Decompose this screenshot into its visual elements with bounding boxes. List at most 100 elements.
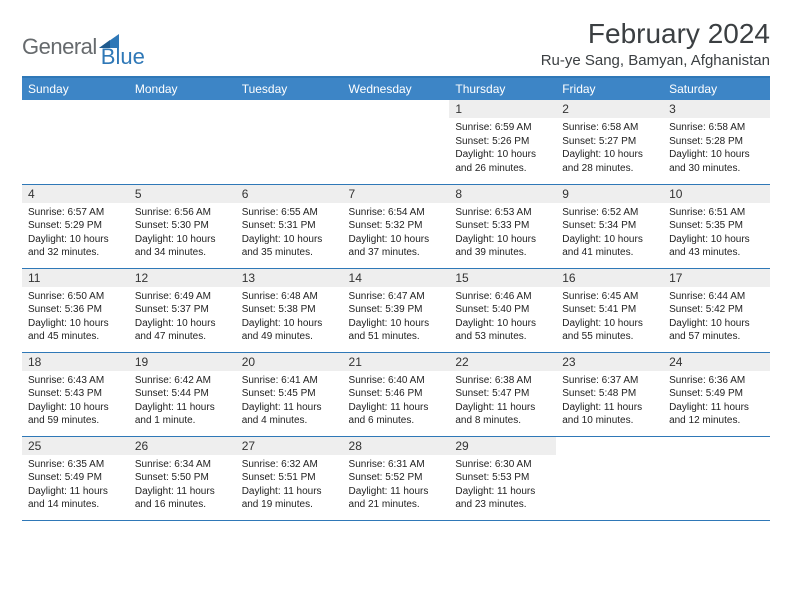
day-number: 11 [22, 269, 129, 287]
day-number: 24 [663, 353, 770, 371]
day-details: Sunrise: 6:50 AMSunset: 5:36 PMDaylight:… [22, 287, 129, 348]
calendar-week-row: 25Sunrise: 6:35 AMSunset: 5:49 PMDayligh… [22, 436, 770, 520]
calendar-cell: .. [663, 436, 770, 520]
day-details: Sunrise: 6:48 AMSunset: 5:38 PMDaylight:… [236, 287, 343, 348]
calendar-cell: 9Sunrise: 6:52 AMSunset: 5:34 PMDaylight… [556, 184, 663, 268]
day-details: Sunrise: 6:37 AMSunset: 5:48 PMDaylight:… [556, 371, 663, 432]
weekday-header: Monday [129, 77, 236, 100]
calendar-cell: 5Sunrise: 6:56 AMSunset: 5:30 PMDaylight… [129, 184, 236, 268]
day-details: Sunrise: 6:43 AMSunset: 5:43 PMDaylight:… [22, 371, 129, 432]
calendar-cell: 8Sunrise: 6:53 AMSunset: 5:33 PMDaylight… [449, 184, 556, 268]
weekday-header: Tuesday [236, 77, 343, 100]
calendar-cell: 27Sunrise: 6:32 AMSunset: 5:51 PMDayligh… [236, 436, 343, 520]
month-title: February 2024 [541, 18, 770, 50]
day-details: Sunrise: 6:58 AMSunset: 5:27 PMDaylight:… [556, 118, 663, 179]
calendar-cell: 15Sunrise: 6:46 AMSunset: 5:40 PMDayligh… [449, 268, 556, 352]
day-details: Sunrise: 6:30 AMSunset: 5:53 PMDaylight:… [449, 455, 556, 516]
day-number: 22 [449, 353, 556, 371]
calendar-cell: 22Sunrise: 6:38 AMSunset: 5:47 PMDayligh… [449, 352, 556, 436]
calendar-cell: .. [236, 100, 343, 184]
day-number: 1 [449, 100, 556, 118]
calendar-cell: 25Sunrise: 6:35 AMSunset: 5:49 PMDayligh… [22, 436, 129, 520]
day-number: 21 [343, 353, 450, 371]
calendar-cell: 23Sunrise: 6:37 AMSunset: 5:48 PMDayligh… [556, 352, 663, 436]
calendar-cell: 14Sunrise: 6:47 AMSunset: 5:39 PMDayligh… [343, 268, 450, 352]
day-details: Sunrise: 6:38 AMSunset: 5:47 PMDaylight:… [449, 371, 556, 432]
day-number: 20 [236, 353, 343, 371]
calendar-cell: 4Sunrise: 6:57 AMSunset: 5:29 PMDaylight… [22, 184, 129, 268]
day-details: Sunrise: 6:59 AMSunset: 5:26 PMDaylight:… [449, 118, 556, 179]
calendar-cell: 17Sunrise: 6:44 AMSunset: 5:42 PMDayligh… [663, 268, 770, 352]
day-details: Sunrise: 6:53 AMSunset: 5:33 PMDaylight:… [449, 203, 556, 264]
location-text: Ru-ye Sang, Bamyan, Afghanistan [541, 52, 770, 69]
calendar-body: ........1Sunrise: 6:59 AMSunset: 5:26 PM… [22, 100, 770, 520]
calendar-week-row: 11Sunrise: 6:50 AMSunset: 5:36 PMDayligh… [22, 268, 770, 352]
day-number: 5 [129, 185, 236, 203]
weekday-header: Sunday [22, 77, 129, 100]
day-number: 16 [556, 269, 663, 287]
calendar-cell: 18Sunrise: 6:43 AMSunset: 5:43 PMDayligh… [22, 352, 129, 436]
day-details: Sunrise: 6:42 AMSunset: 5:44 PMDaylight:… [129, 371, 236, 432]
calendar-cell: 11Sunrise: 6:50 AMSunset: 5:36 PMDayligh… [22, 268, 129, 352]
day-number: 3 [663, 100, 770, 118]
title-block: February 2024 Ru-ye Sang, Bamyan, Afghan… [541, 18, 770, 69]
calendar-cell: 24Sunrise: 6:36 AMSunset: 5:49 PMDayligh… [663, 352, 770, 436]
calendar-cell: .. [129, 100, 236, 184]
day-details: Sunrise: 6:54 AMSunset: 5:32 PMDaylight:… [343, 203, 450, 264]
calendar-cell: 20Sunrise: 6:41 AMSunset: 5:45 PMDayligh… [236, 352, 343, 436]
day-number: 13 [236, 269, 343, 287]
day-details: Sunrise: 6:56 AMSunset: 5:30 PMDaylight:… [129, 203, 236, 264]
calendar-week-row: ........1Sunrise: 6:59 AMSunset: 5:26 PM… [22, 100, 770, 184]
day-number: 9 [556, 185, 663, 203]
day-number: 18 [22, 353, 129, 371]
day-details: Sunrise: 6:51 AMSunset: 5:35 PMDaylight:… [663, 203, 770, 264]
calendar-cell: 19Sunrise: 6:42 AMSunset: 5:44 PMDayligh… [129, 352, 236, 436]
calendar-page: General Blue February 2024 Ru-ye Sang, B… [0, 0, 792, 539]
day-number: 7 [343, 185, 450, 203]
day-number: 15 [449, 269, 556, 287]
calendar-week-row: 4Sunrise: 6:57 AMSunset: 5:29 PMDaylight… [22, 184, 770, 268]
calendar-week-row: 18Sunrise: 6:43 AMSunset: 5:43 PMDayligh… [22, 352, 770, 436]
calendar-cell: 16Sunrise: 6:45 AMSunset: 5:41 PMDayligh… [556, 268, 663, 352]
weekday-header: Friday [556, 77, 663, 100]
calendar-cell: 1Sunrise: 6:59 AMSunset: 5:26 PMDaylight… [449, 100, 556, 184]
calendar-cell: 12Sunrise: 6:49 AMSunset: 5:37 PMDayligh… [129, 268, 236, 352]
calendar-cell: 13Sunrise: 6:48 AMSunset: 5:38 PMDayligh… [236, 268, 343, 352]
day-number: 23 [556, 353, 663, 371]
calendar-cell: 3Sunrise: 6:58 AMSunset: 5:28 PMDaylight… [663, 100, 770, 184]
calendar-cell: .. [343, 100, 450, 184]
day-number: 10 [663, 185, 770, 203]
day-details: Sunrise: 6:31 AMSunset: 5:52 PMDaylight:… [343, 455, 450, 516]
day-details: Sunrise: 6:44 AMSunset: 5:42 PMDaylight:… [663, 287, 770, 348]
calendar-cell: 6Sunrise: 6:55 AMSunset: 5:31 PMDaylight… [236, 184, 343, 268]
calendar-cell: 7Sunrise: 6:54 AMSunset: 5:32 PMDaylight… [343, 184, 450, 268]
calendar-cell: 26Sunrise: 6:34 AMSunset: 5:50 PMDayligh… [129, 436, 236, 520]
day-details: Sunrise: 6:41 AMSunset: 5:45 PMDaylight:… [236, 371, 343, 432]
day-details: Sunrise: 6:34 AMSunset: 5:50 PMDaylight:… [129, 455, 236, 516]
brand-blue: Blue [101, 44, 145, 70]
day-details: Sunrise: 6:47 AMSunset: 5:39 PMDaylight:… [343, 287, 450, 348]
day-details: Sunrise: 6:40 AMSunset: 5:46 PMDaylight:… [343, 371, 450, 432]
day-number: 26 [129, 437, 236, 455]
calendar-cell: 21Sunrise: 6:40 AMSunset: 5:46 PMDayligh… [343, 352, 450, 436]
day-details: Sunrise: 6:35 AMSunset: 5:49 PMDaylight:… [22, 455, 129, 516]
calendar-cell: 10Sunrise: 6:51 AMSunset: 5:35 PMDayligh… [663, 184, 770, 268]
day-number: 27 [236, 437, 343, 455]
brand-general: General [22, 34, 97, 60]
calendar-cell: 28Sunrise: 6:31 AMSunset: 5:52 PMDayligh… [343, 436, 450, 520]
calendar-table: SundayMondayTuesdayWednesdayThursdayFrid… [22, 76, 770, 521]
day-details: Sunrise: 6:52 AMSunset: 5:34 PMDaylight:… [556, 203, 663, 264]
calendar-cell: .. [22, 100, 129, 184]
day-details: Sunrise: 6:55 AMSunset: 5:31 PMDaylight:… [236, 203, 343, 264]
weekday-header-row: SundayMondayTuesdayWednesdayThursdayFrid… [22, 77, 770, 100]
weekday-header: Saturday [663, 77, 770, 100]
brand-logo: General Blue [22, 24, 145, 70]
weekday-header: Wednesday [343, 77, 450, 100]
calendar-cell: .. [556, 436, 663, 520]
day-number: 29 [449, 437, 556, 455]
day-number: 19 [129, 353, 236, 371]
day-number: 2 [556, 100, 663, 118]
weekday-header: Thursday [449, 77, 556, 100]
page-header: General Blue February 2024 Ru-ye Sang, B… [22, 18, 770, 70]
day-number: 17 [663, 269, 770, 287]
